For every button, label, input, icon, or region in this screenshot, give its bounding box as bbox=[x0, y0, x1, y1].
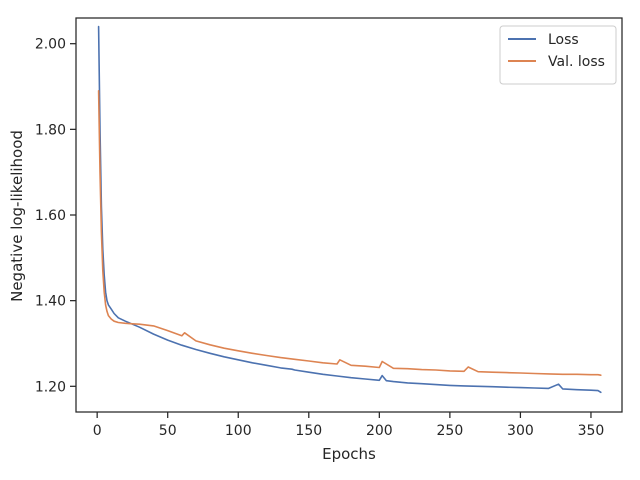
x-axis-label: Epochs bbox=[322, 445, 376, 463]
x-tick-label: 350 bbox=[578, 423, 605, 439]
x-tick-label: 300 bbox=[507, 423, 534, 439]
series-line-val-loss bbox=[97, 90, 602, 377]
x-tick-label: 100 bbox=[225, 423, 252, 439]
x-tick-label: 250 bbox=[437, 423, 464, 439]
legend-box bbox=[499, 25, 617, 85]
series-line-loss bbox=[97, 25, 602, 394]
x-tick-label: 0 bbox=[93, 423, 102, 439]
x-tick-label: 50 bbox=[159, 423, 177, 439]
y-tick-label: 1.20 bbox=[35, 379, 66, 395]
y-tick-label: 2.00 bbox=[35, 37, 66, 53]
series-layer bbox=[97, 25, 602, 394]
y-tick-label: 1.40 bbox=[35, 294, 66, 310]
legend-label: Loss bbox=[548, 32, 579, 48]
y-tick-label: 1.80 bbox=[35, 122, 66, 138]
legend: Loss Val. loss bbox=[499, 25, 617, 85]
y-tick-label: 1.60 bbox=[35, 208, 66, 224]
axes-layer: 0 50 100 150 200 250 300 350 1.20 1.40 1.60 1.80 2.0… bbox=[35, 17, 623, 439]
x-tick-label: 150 bbox=[295, 423, 322, 439]
x-tick-label: 200 bbox=[366, 423, 393, 439]
y-axis-label: Negative log-likelihood bbox=[8, 130, 26, 302]
legend-label: Val. loss bbox=[548, 54, 605, 70]
